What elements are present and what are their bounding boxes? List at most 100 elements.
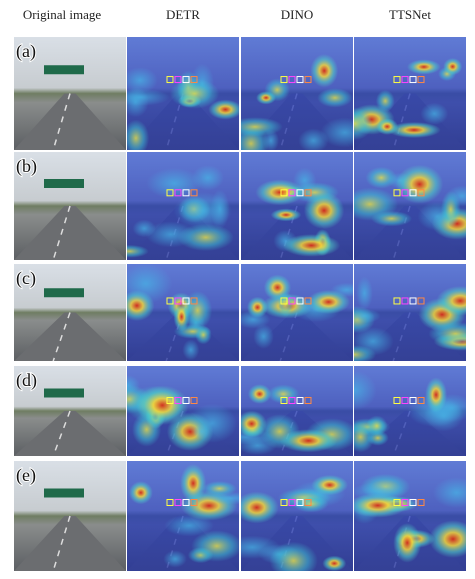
heat-blob — [395, 164, 444, 204]
heatmap — [127, 37, 239, 150]
row-label: (c) — [16, 268, 36, 289]
heat-blob — [127, 88, 170, 106]
cell-content — [14, 264, 126, 361]
cell-content — [354, 461, 466, 571]
heat-blob — [241, 117, 283, 137]
row-label: (d) — [16, 370, 37, 391]
heat-blob — [428, 321, 466, 346]
heat-blob — [365, 166, 398, 189]
heatmap — [354, 152, 466, 260]
detection-box — [296, 499, 304, 506]
cell-content — [354, 152, 466, 260]
heat-blob — [366, 415, 388, 437]
heatmap — [241, 461, 353, 571]
heatmap — [127, 264, 239, 361]
heat-blob — [420, 102, 449, 125]
heatmap — [354, 37, 466, 150]
heat-blob — [128, 481, 153, 505]
heat-blob — [354, 107, 373, 141]
cell-content — [241, 366, 353, 456]
image-grid: (a) (b) (c) (d) (e) — [14, 37, 466, 571]
road — [14, 411, 126, 456]
cell-content — [127, 264, 239, 361]
heat-blob — [443, 58, 463, 76]
heatmap — [354, 366, 466, 456]
cell-content — [14, 366, 126, 456]
detection-box — [393, 297, 401, 305]
original-image — [14, 461, 126, 571]
sign — [44, 288, 84, 298]
detection-box — [182, 397, 190, 404]
sign — [44, 388, 84, 398]
detection-box — [280, 297, 288, 305]
heat-blob — [127, 264, 173, 304]
detection-box — [304, 189, 312, 197]
cell-content — [127, 152, 239, 260]
detection-box — [304, 397, 312, 404]
heat-blob — [279, 429, 338, 453]
heat-blob — [191, 530, 239, 562]
heatmap — [241, 366, 353, 456]
heat-blob — [270, 208, 302, 222]
heat-blob — [282, 234, 341, 257]
heat-blob — [354, 187, 399, 221]
detection-box — [393, 397, 401, 404]
cell-content — [241, 152, 353, 260]
column-headers: Original image DETR DINO TTSNet — [23, 7, 431, 22]
heat-blob — [267, 384, 300, 404]
detection-box — [182, 297, 190, 305]
original-image — [14, 37, 126, 150]
heat-blob — [303, 191, 345, 230]
detection-box — [190, 76, 198, 84]
heat-blob — [146, 168, 202, 199]
detection-box — [280, 76, 288, 84]
heat-blob — [354, 370, 377, 411]
sign — [44, 488, 84, 498]
heatmap — [127, 152, 239, 260]
row-label: (e) — [16, 465, 36, 486]
detection-box — [393, 189, 401, 197]
detection-box — [166, 76, 174, 84]
heat-blob — [136, 385, 189, 426]
detection-box — [190, 297, 198, 305]
heat-blob — [241, 410, 267, 437]
cell-content — [14, 152, 126, 260]
heatmap — [354, 264, 466, 361]
heat-blob — [311, 474, 349, 496]
detection-box — [296, 189, 304, 197]
heatmap — [127, 461, 239, 571]
heat-blob — [322, 555, 347, 571]
heat-blob — [132, 219, 156, 238]
detection-box — [190, 189, 198, 197]
detection-box — [409, 76, 417, 84]
heat-blob — [393, 522, 422, 563]
row-label: (b) — [16, 156, 37, 177]
heat-blob — [429, 520, 466, 558]
detection-box — [182, 189, 190, 197]
detection-box — [409, 297, 417, 305]
heat-blob — [432, 477, 466, 509]
detection-box — [288, 397, 296, 404]
detection-box — [280, 499, 288, 506]
heatmap — [241, 37, 353, 150]
heat-blob — [407, 59, 441, 75]
original-image — [14, 264, 126, 361]
detection-box — [409, 499, 417, 506]
detection-box — [304, 499, 312, 506]
detection-box — [401, 397, 409, 404]
detection-box — [288, 499, 296, 506]
heat-blob — [376, 118, 399, 135]
heat-blob — [354, 308, 381, 324]
detection-box — [174, 397, 182, 404]
column-header: DETR — [166, 7, 200, 22]
detection-box — [304, 297, 312, 305]
heat-blob — [195, 325, 212, 345]
detection-box — [288, 76, 296, 84]
heat-blob — [163, 550, 187, 568]
heat-blob — [182, 339, 200, 361]
heat-blob — [210, 189, 230, 229]
heat-blob — [241, 535, 281, 559]
detection-box — [409, 189, 417, 197]
heat-blob — [255, 179, 304, 206]
